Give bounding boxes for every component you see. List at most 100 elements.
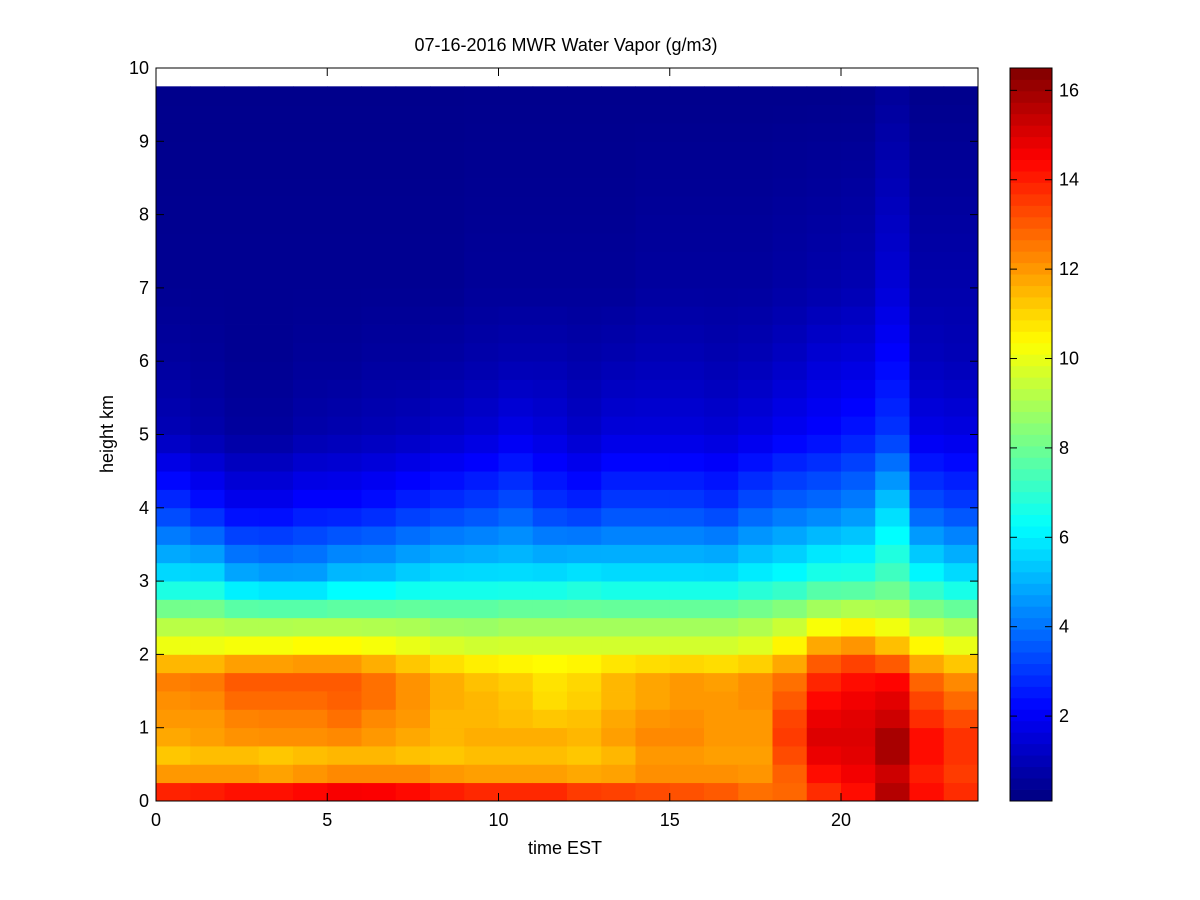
heatmap-cell — [704, 526, 739, 545]
heatmap-cell — [601, 544, 636, 564]
heatmap-cell — [532, 526, 568, 545]
heatmap-cell — [841, 544, 876, 564]
heatmap-cell — [738, 361, 773, 380]
heatmap-cell — [909, 159, 945, 179]
heatmap-cell — [430, 269, 465, 289]
heatmap-cell — [772, 141, 808, 161]
heatmap-cell — [601, 562, 636, 582]
heatmap-cell — [601, 581, 636, 600]
heatmap-cell — [258, 764, 294, 784]
heatmap-cell — [635, 232, 671, 252]
heatmap-cell — [190, 397, 225, 417]
heatmap-cell — [430, 159, 465, 179]
heatmap-cell — [361, 104, 397, 124]
heatmap-cell — [532, 251, 568, 270]
heatmap-cell — [738, 416, 773, 435]
heatmap-cell — [567, 507, 602, 527]
heatmap-cell — [224, 471, 260, 490]
heatmap-cell — [224, 507, 260, 527]
heatmap-cell — [875, 672, 910, 692]
heatmap-cell — [498, 562, 534, 582]
heatmap-cell — [293, 471, 328, 490]
heatmap-cell — [943, 379, 979, 399]
heatmap-cell — [430, 232, 465, 252]
heatmap-cell — [909, 562, 945, 582]
heatmap-cell — [430, 177, 465, 197]
heatmap-cell — [258, 214, 294, 234]
heatmap-cell — [532, 782, 568, 802]
heatmap-cell — [190, 287, 225, 307]
heatmap-cell — [841, 782, 876, 802]
heatmap-cell — [909, 416, 945, 435]
heatmap-cell — [567, 196, 602, 215]
heatmap-cell — [635, 562, 671, 582]
heatmap-cell — [943, 324, 979, 344]
heatmap-cell — [293, 782, 328, 802]
heatmap-cell — [806, 782, 842, 802]
heatmap-cell — [772, 452, 808, 472]
heatmap-cell — [258, 269, 294, 289]
heatmap-cell — [875, 159, 910, 179]
heatmap-cell — [943, 507, 979, 527]
heatmap-cell — [738, 86, 773, 106]
heatmap-cell — [635, 159, 671, 179]
heatmap-cell — [464, 251, 499, 270]
heatmap-cell — [704, 489, 739, 509]
heatmap-cell — [327, 654, 362, 674]
colorbar-segment — [1010, 457, 1052, 470]
heatmap-cell — [395, 434, 431, 454]
heatmap-cell — [806, 746, 842, 765]
heatmap-cell — [293, 232, 328, 252]
heatmap-cell — [327, 581, 362, 600]
colorbar-segment — [1010, 617, 1052, 630]
heatmap-cell — [943, 251, 979, 270]
heatmap-cell — [669, 746, 705, 765]
heatmap-cell — [669, 214, 705, 234]
colorbar-segment — [1010, 480, 1052, 493]
colorbar-segment — [1010, 79, 1052, 92]
heatmap-cell — [875, 452, 910, 472]
heatmap-cell — [464, 416, 499, 435]
heatmap-cell — [258, 306, 294, 325]
heatmap-cell — [498, 617, 534, 637]
heatmap-cell — [258, 672, 294, 692]
heatmap-cell — [704, 287, 739, 307]
heatmap-cell — [224, 599, 260, 619]
heatmap-cell — [635, 617, 671, 637]
heatmap-cell — [156, 599, 191, 619]
heatmap-cell — [772, 489, 808, 509]
heatmap-cell — [224, 526, 260, 545]
colorbar-segment — [1010, 319, 1052, 332]
heatmap-cell — [772, 86, 808, 106]
heatmap-cell — [806, 452, 842, 472]
heatmap-cell — [395, 544, 431, 564]
colorbar-segment — [1010, 285, 1052, 298]
heatmap-cell — [772, 746, 808, 765]
heatmap-cell — [190, 654, 225, 674]
heatmap-cell — [841, 287, 876, 307]
heatmap-cell — [943, 196, 979, 215]
heatmap-cell — [258, 104, 294, 124]
heatmap-cell — [806, 342, 842, 362]
heatmap-cell — [669, 269, 705, 289]
heatmap-cell — [909, 581, 945, 600]
heatmap-cell — [430, 397, 465, 417]
heatmap-cell — [190, 617, 225, 637]
heatmap-cell — [190, 764, 225, 784]
heatmap-cell — [395, 764, 431, 784]
heatmap-cell — [190, 159, 225, 179]
heatmap-cell — [567, 782, 602, 802]
heatmap-cell — [704, 104, 739, 124]
heatmap-cell — [156, 379, 191, 399]
heatmap-cell — [190, 526, 225, 545]
heatmap-cell — [395, 581, 431, 600]
heatmap-cell — [943, 782, 979, 802]
heatmap-cell — [156, 159, 191, 179]
heatmap-cell — [909, 306, 945, 325]
y-tick-label: 2 — [139, 644, 149, 664]
heatmap-cell — [601, 214, 636, 234]
heatmap-cell — [909, 727, 945, 747]
heatmap-cell — [258, 544, 294, 564]
heatmap-cell — [909, 782, 945, 802]
heatmap-cell — [806, 544, 842, 564]
